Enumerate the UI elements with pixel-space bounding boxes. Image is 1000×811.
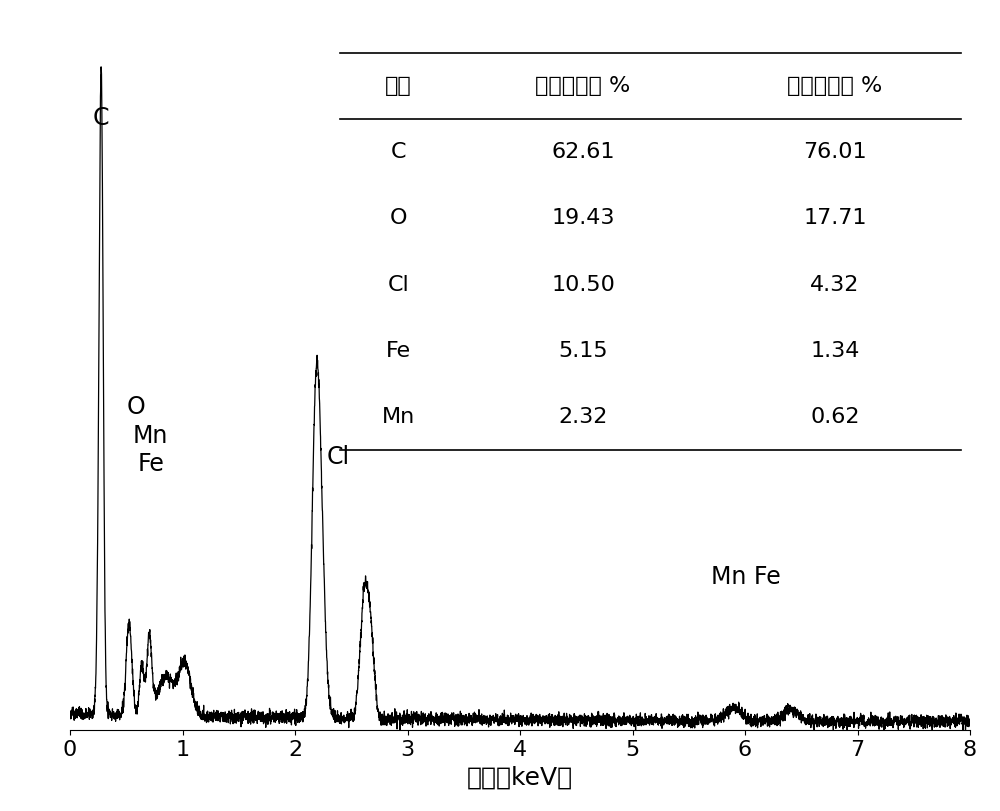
Text: 76.01: 76.01	[803, 142, 867, 162]
Text: 2.32: 2.32	[558, 407, 608, 427]
Text: Fe: Fe	[386, 341, 411, 361]
Text: 元素: 元素	[385, 75, 412, 96]
Text: 10.50: 10.50	[551, 275, 615, 294]
Text: Fe: Fe	[138, 452, 164, 476]
Text: Mn: Mn	[382, 407, 415, 427]
Text: 0.62: 0.62	[810, 407, 860, 427]
Text: 5.15: 5.15	[558, 341, 608, 361]
X-axis label: 能量（keV）: 能量（keV）	[467, 765, 573, 789]
Text: 62.61: 62.61	[551, 142, 615, 162]
Text: O: O	[126, 396, 145, 419]
Text: Cl: Cl	[388, 275, 409, 294]
Text: O: O	[390, 208, 407, 229]
Text: 17.71: 17.71	[803, 208, 867, 229]
Text: 质量百分比 %: 质量百分比 %	[535, 75, 631, 96]
Text: 4.32: 4.32	[810, 275, 860, 294]
Text: 1.34: 1.34	[810, 341, 860, 361]
Text: Mn Fe: Mn Fe	[711, 564, 781, 589]
Text: Mn: Mn	[133, 423, 168, 448]
Text: 19.43: 19.43	[551, 208, 615, 229]
Text: Cl: Cl	[326, 445, 350, 469]
Text: C: C	[92, 106, 109, 131]
Text: C: C	[391, 142, 406, 162]
Text: 原子百分比 %: 原子百分比 %	[787, 75, 883, 96]
